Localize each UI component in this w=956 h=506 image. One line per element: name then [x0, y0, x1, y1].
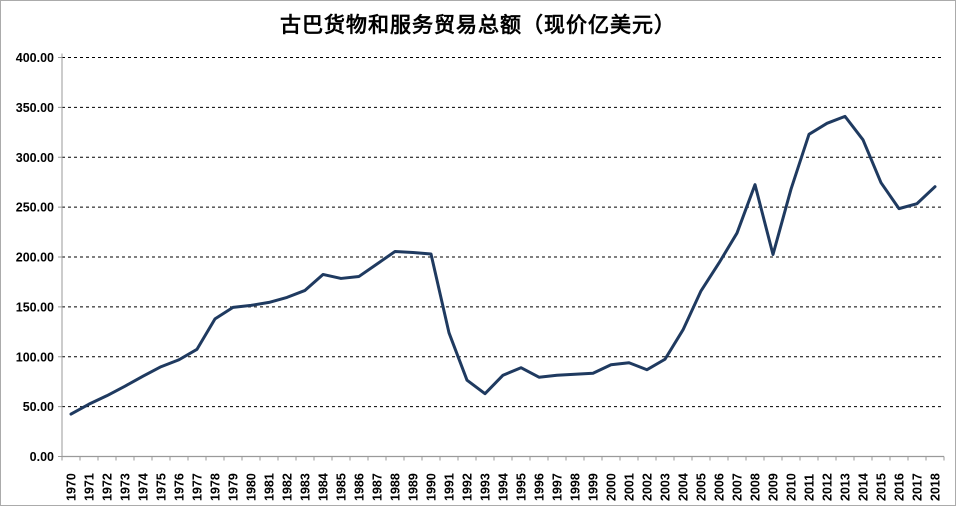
- x-tick-label: 2001: [623, 473, 637, 501]
- x-tick-label: 2003: [659, 473, 673, 501]
- x-tick-label: 1980: [245, 473, 259, 501]
- x-tick-label: 1998: [569, 473, 583, 501]
- x-tick-label: 2009: [767, 473, 781, 501]
- x-tick-label: 1992: [461, 473, 475, 501]
- x-tick-label: 1984: [317, 473, 331, 501]
- x-tick-label: 1985: [335, 473, 349, 501]
- x-tick-label: 1978: [209, 473, 223, 501]
- chart-title: 古巴货物和服务贸易总额（现价亿美元）: [280, 14, 676, 37]
- x-tick-label: 1976: [173, 473, 187, 501]
- x-tick-label: 2000: [605, 473, 619, 501]
- x-tick-label: 2010: [785, 473, 799, 501]
- x-tick-label: 2016: [893, 473, 907, 501]
- x-tick-label: 1986: [353, 473, 367, 501]
- x-tick-label: 2006: [713, 473, 727, 501]
- x-tick-label: 1997: [551, 473, 565, 501]
- x-tick-label: 1990: [425, 473, 439, 501]
- x-tick-label: 1991: [443, 473, 457, 501]
- x-tick-label: 1987: [371, 473, 385, 501]
- x-tick-label: 2014: [857, 473, 871, 501]
- x-tick-label: 1972: [101, 473, 115, 501]
- x-tick-label: 2005: [695, 473, 709, 501]
- x-tick-label: 1989: [407, 473, 421, 501]
- y-tick-label: 150.00: [16, 300, 54, 314]
- x-tick-label: 1995: [515, 473, 529, 501]
- x-tick-label: 2004: [677, 473, 691, 501]
- y-tick-label: 300.00: [16, 151, 54, 165]
- x-tick-label: 2008: [749, 473, 763, 501]
- y-tick-label: 50.00: [23, 400, 54, 414]
- x-tick-label: 1970: [65, 473, 79, 501]
- x-tick-label: 1974: [137, 473, 151, 501]
- x-tick-label: 1975: [155, 473, 169, 501]
- x-tick-label: 2002: [641, 473, 655, 501]
- y-tick-label: 0.00: [30, 450, 54, 464]
- x-tick-label: 2013: [839, 473, 853, 501]
- x-tick-label: 1973: [119, 473, 133, 501]
- x-tick-label: 1981: [263, 473, 277, 501]
- series-line: [69, 114, 937, 416]
- x-tick-label: 1999: [587, 473, 601, 501]
- x-tick-label: 2015: [875, 473, 889, 501]
- y-tick-label: 200.00: [16, 251, 54, 265]
- x-tick-label: 1994: [497, 473, 511, 501]
- x-tick-label: 2007: [731, 473, 745, 501]
- x-tick-label: 1993: [479, 473, 493, 501]
- x-tick-label: 2018: [929, 473, 943, 501]
- x-tick-label: 1979: [227, 473, 241, 501]
- x-tick-label: 1983: [299, 473, 313, 501]
- x-tick-label: 1988: [389, 473, 403, 501]
- y-tick-label: 350.00: [16, 101, 54, 115]
- x-tick-label: 2011: [803, 474, 817, 501]
- x-tick-label: 1996: [533, 473, 547, 501]
- x-tick-label: 1982: [281, 473, 295, 501]
- y-tick-label: 250.00: [16, 201, 54, 215]
- x-tick-label: 1977: [191, 473, 205, 501]
- x-tick-label: 2012: [821, 473, 835, 501]
- x-tick-label: 2017: [911, 473, 925, 501]
- x-tick-label: 1971: [83, 473, 97, 501]
- y-tick-label: 400.00: [16, 51, 54, 65]
- y-tick-label: 100.00: [16, 350, 54, 364]
